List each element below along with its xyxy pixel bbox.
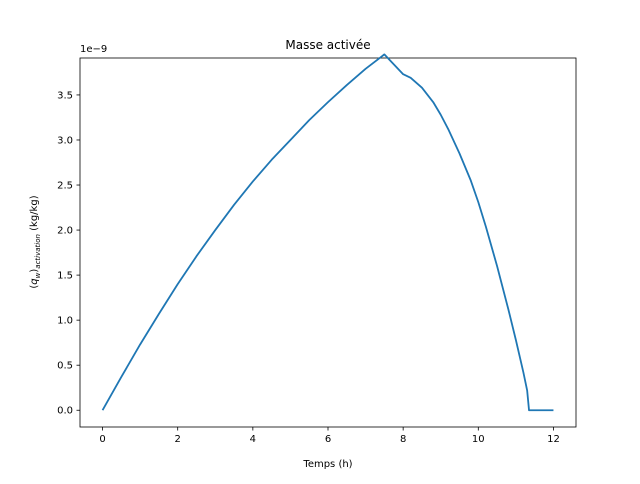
y-tick-label: 3.5	[57, 90, 73, 101]
y-tick-label: 2.0	[57, 226, 73, 237]
y-offset-text: 1e−9	[80, 44, 107, 55]
y-tick-label: 1.5	[57, 271, 73, 282]
y-tick-label: 3.0	[57, 135, 73, 146]
y-label-activation: activation	[34, 234, 42, 269]
y-tick-label: 0.5	[57, 361, 73, 372]
y-axis: 0.0 0.5 1.0 1.5 2.0 2.5 3.0 3.5	[57, 90, 80, 417]
series-line	[101, 53, 554, 412]
y-label-unit: (kg/kg)	[29, 195, 40, 234]
x-axis-label: Temps (h)	[302, 459, 352, 470]
x-tick-label: 0	[99, 434, 105, 445]
y-label-close: )	[29, 269, 40, 273]
x-tick-label: 12	[547, 434, 560, 445]
y-label-open: (	[29, 285, 40, 289]
y-label-subscript: w	[34, 272, 42, 278]
y-axis-label: (qw)activation (kg/kg)	[29, 195, 42, 288]
y-tick-label: 1.0	[57, 316, 73, 327]
x-tick-label: 4	[250, 434, 256, 445]
x-tick-label: 6	[325, 434, 331, 445]
y-label-symbol: q	[29, 278, 40, 284]
x-tick-label: 10	[472, 434, 485, 445]
x-tick-label: 8	[400, 434, 406, 445]
series-group	[101, 53, 554, 412]
y-tick-label: 2.5	[57, 181, 73, 192]
svg-text:(qw)activation (kg/kg): (qw)activation (kg/kg)	[29, 195, 42, 288]
chart-title: Masse activée	[285, 38, 370, 52]
y-tick-label: 0.0	[57, 406, 73, 417]
x-axis: 0 2 4 6 8 10 12	[99, 427, 560, 445]
x-tick-label: 2	[175, 434, 181, 445]
